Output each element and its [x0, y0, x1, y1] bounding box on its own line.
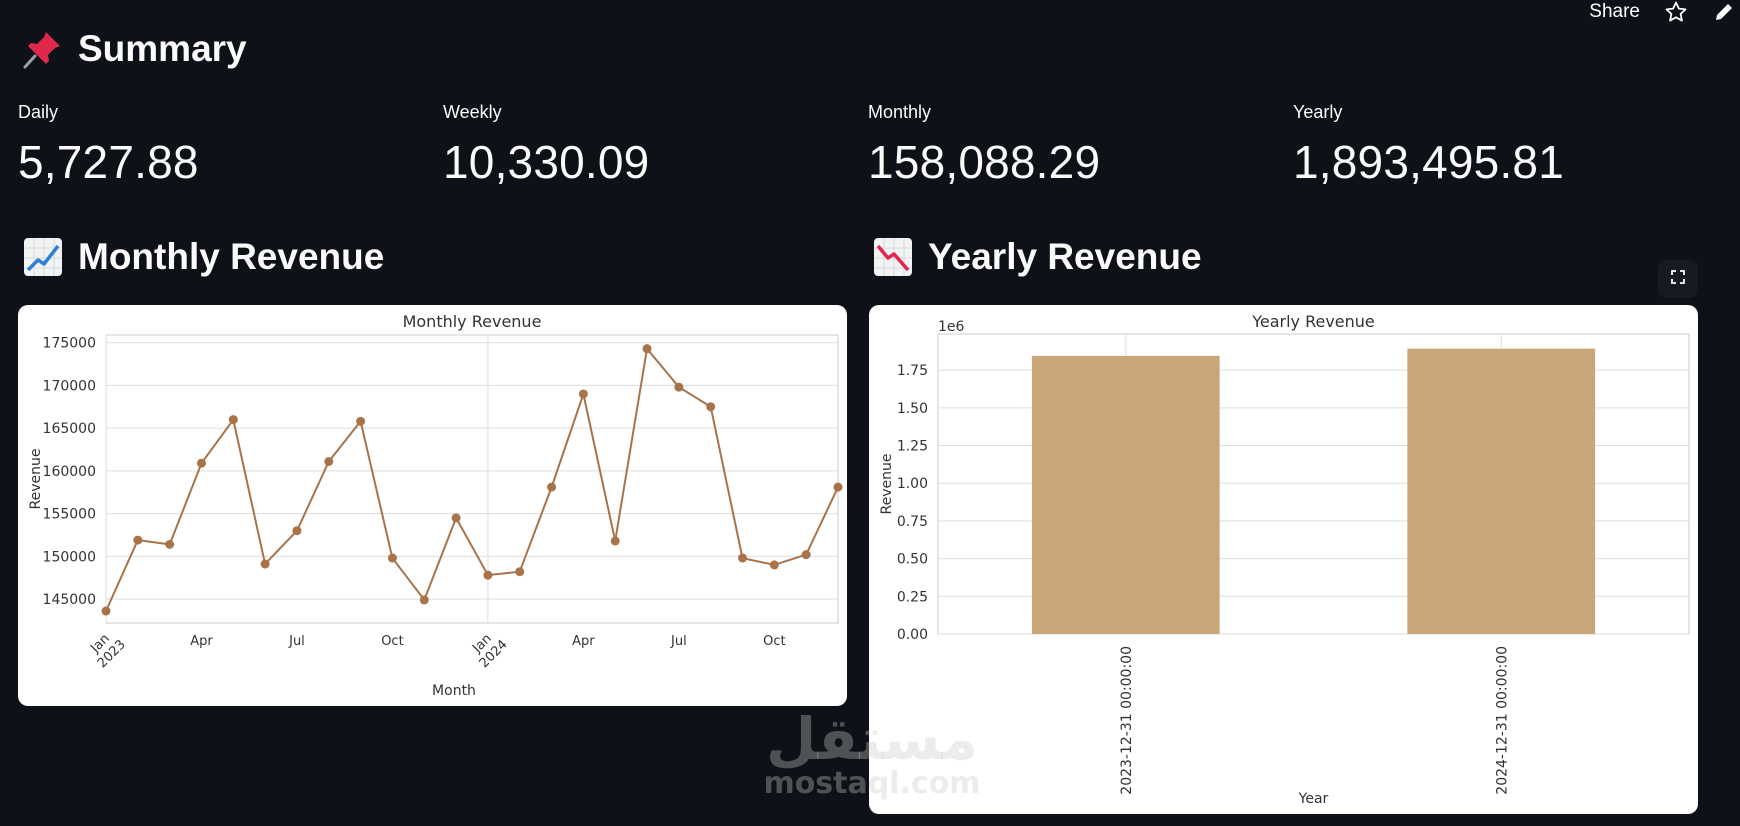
watermark: مستقل mostaql.com [762, 705, 982, 801]
y-tick-label: 0.50 [897, 552, 928, 568]
yearly-revenue-plot: 0.00 0.25 0.50 0.75 1.00 1.25 1.50 1.75 2023-12-… [879, 312, 1690, 807]
chart-title: Yearly Revenue [1251, 312, 1375, 331]
metric-yearly: Yearly 1,893,495.81 [1293, 102, 1693, 189]
metric-label: Daily [18, 102, 59, 122]
pushpin-icon [22, 28, 64, 70]
summary-heading: Summary [22, 28, 247, 70]
chart-decreasing-icon [872, 236, 914, 278]
data-point [578, 389, 588, 399]
x-tick-label: 2023-12-31 00:00:00 [1119, 646, 1135, 795]
plot-area [105, 334, 839, 624]
metric-value: 10,330.09 [443, 136, 650, 188]
y-tick-label: 1.00 [897, 476, 928, 492]
yearly-revenue-title: Yearly Revenue [928, 236, 1202, 277]
data-point [674, 382, 684, 392]
expand-icon [1671, 269, 1685, 289]
bar [1407, 348, 1596, 634]
yearly-revenue-chart: 0.00 0.25 0.50 0.75 1.00 1.25 1.50 1.75 2023-12-… [869, 305, 1698, 814]
summary-title: Summary [78, 28, 247, 69]
fullscreen-button[interactable] [1658, 260, 1698, 298]
x-tick-label: Jul [670, 634, 687, 649]
data-point [642, 344, 652, 354]
chart-title: Monthly Revenue [403, 312, 542, 331]
x-tick-label: Oct [381, 634, 403, 649]
data-point [324, 456, 334, 466]
y-tick-label: 1.50 [897, 401, 928, 417]
y-tick-label: 160000 [43, 464, 96, 480]
data-point [515, 567, 525, 577]
monthly-revenue-title: Monthly Revenue [78, 236, 385, 277]
data-point [833, 482, 843, 492]
data-point [196, 458, 206, 468]
metric-value: 5,727.88 [18, 136, 199, 188]
data-point [547, 482, 557, 492]
metric-weekly: Weekly 10,330.09 [443, 102, 843, 189]
metric-value: 158,088.29 [868, 136, 1101, 188]
bar [1031, 355, 1220, 634]
y-tick-label: 0.75 [897, 514, 928, 530]
top-toolbar: Share [1589, 0, 1740, 24]
x-tick-label: Jul [288, 634, 305, 649]
data-point [610, 536, 620, 546]
metric-value: 1,893,495.81 [1293, 136, 1564, 188]
y-tick-label: 155000 [43, 507, 96, 523]
metric-label: Yearly [1293, 102, 1343, 122]
data-point [356, 416, 366, 426]
x-axis-label: Month [432, 683, 476, 699]
data-point [260, 559, 270, 569]
pencil-icon[interactable] [1712, 0, 1736, 24]
metric-label: Monthly [868, 102, 932, 122]
y-tick-label: 170000 [43, 378, 96, 394]
yearly-revenue-heading: Yearly Revenue [872, 236, 1202, 278]
y-tick-label: 0.25 [897, 589, 928, 605]
data-point [769, 560, 779, 570]
chart-increasing-icon [22, 236, 64, 278]
metric-daily: Daily 5,727.88 [18, 102, 418, 189]
y-axis-label: Revenue [879, 454, 895, 515]
data-point [165, 539, 175, 549]
metric-label: Weekly [443, 102, 502, 122]
watermark-arabic: مستقل [765, 705, 979, 773]
metric-monthly: Monthly 158,088.29 [868, 102, 1268, 189]
y-tick-label: 145000 [43, 592, 96, 608]
data-point [738, 553, 748, 563]
x-tick-label: Oct [763, 634, 785, 649]
data-point [483, 570, 493, 580]
y-tick-label: 0.00 [897, 627, 928, 643]
x-axis-label: Year [1298, 791, 1329, 807]
data-point [387, 553, 397, 563]
y-tick-label: 150000 [43, 549, 96, 565]
y-axis-label: Revenue [28, 449, 44, 510]
y-tick-label: 165000 [43, 421, 96, 437]
data-point [801, 550, 811, 560]
data-point [101, 606, 111, 616]
y-tick-label: 175000 [43, 336, 96, 352]
y-tick-label: 1.75 [897, 363, 928, 379]
data-point [133, 535, 143, 545]
watermark-latin: mostaql.com [763, 766, 981, 801]
offset-text: 1e6 [938, 319, 965, 335]
data-point [451, 513, 461, 523]
data-point [706, 402, 716, 412]
data-point [228, 415, 238, 425]
monthly-revenue-plot: 145000 150000 155000 160000 165000 170000 1750… [28, 312, 843, 699]
series-line [105, 346, 839, 612]
x-tick-label: Apr [572, 634, 595, 649]
x-tick-label: 2024-12-31 00:00:00 [1494, 646, 1510, 795]
monthly-revenue-chart: 145000 150000 155000 160000 165000 170000 1750… [18, 305, 847, 706]
y-tick-label: 1.25 [897, 439, 928, 455]
x-tick-label: Apr [190, 634, 213, 649]
share-button[interactable]: Share [1589, 1, 1640, 22]
monthly-revenue-heading: Monthly Revenue [22, 236, 384, 278]
data-point [419, 595, 429, 605]
star-icon[interactable] [1664, 0, 1688, 24]
data-point [292, 526, 302, 536]
